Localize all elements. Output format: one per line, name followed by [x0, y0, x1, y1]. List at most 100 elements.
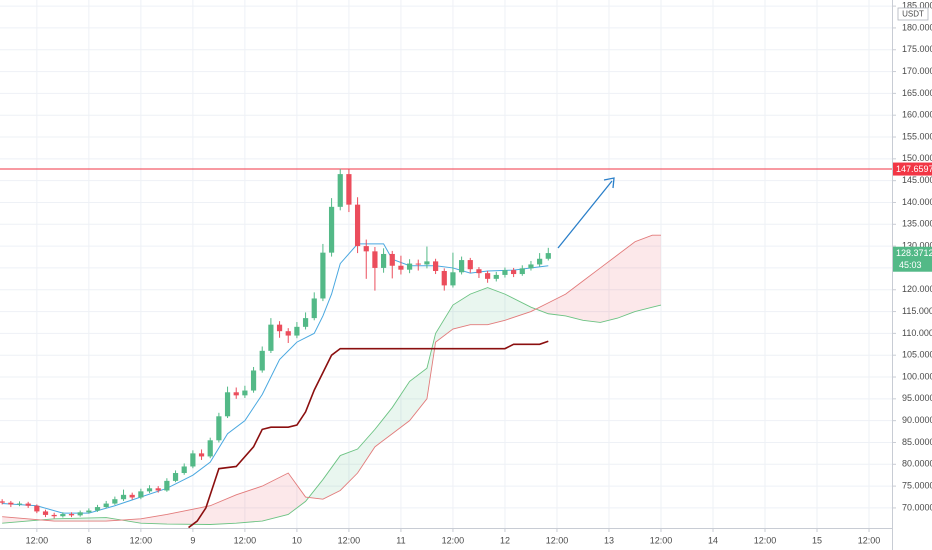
y-tick-label: 165.0000	[902, 88, 932, 98]
y-tick-label: 75.0000	[902, 480, 932, 490]
x-tick-label: 12	[500, 535, 510, 545]
span-a-line	[2, 287, 662, 525]
price-axis	[892, 0, 932, 550]
candle-body	[138, 491, 144, 498]
x-tick-label: 12:00	[234, 535, 257, 545]
candle-body	[311, 298, 317, 319]
cloud-fill	[210, 494, 237, 525]
y-tick-label: 120.0000	[902, 284, 932, 294]
x-tick-label: 12:00	[858, 535, 881, 545]
candle-body	[276, 324, 283, 332]
grid	[0, 0, 892, 528]
cloud-fill	[357, 429, 375, 474]
y-tick-label: 100.0000	[902, 371, 932, 381]
cloud-fill	[166, 505, 211, 525]
candle-body	[8, 502, 14, 505]
candle-body	[207, 440, 213, 457]
candle-body	[294, 326, 300, 336]
x-tick-label: 12:00	[546, 535, 569, 545]
cloud-fill	[600, 254, 618, 323]
candle-body	[60, 514, 66, 517]
candle-body	[424, 261, 430, 265]
candle-body	[302, 318, 309, 327]
y-tick-label: 95.0000	[902, 393, 932, 403]
candle-body	[0, 501, 5, 503]
y-tick-label: 110.0000	[902, 328, 932, 338]
candle-body	[372, 251, 378, 268]
resistance-label-box	[893, 162, 932, 176]
cloud-fill	[504, 294, 531, 321]
x-tick-label: 9	[190, 535, 195, 545]
candle-body	[51, 514, 57, 517]
cloud-fill	[54, 517, 107, 522]
candle-body	[94, 507, 101, 511]
cloud-fill	[435, 305, 453, 343]
candle-body	[519, 268, 525, 275]
candle-body	[354, 204, 361, 247]
x-tick-label: 12:00	[442, 535, 465, 545]
y-tick-label: 115.0000	[902, 306, 932, 316]
candle-body	[346, 174, 352, 205]
candle-body	[68, 514, 75, 516]
candle-body	[250, 370, 257, 391]
candles	[0, 168, 551, 519]
candle-body	[34, 505, 40, 512]
x-tick-label: 12:00	[130, 535, 153, 545]
resistance-label: 147.6597	[896, 164, 932, 174]
x-tick-label: 12:00	[338, 535, 361, 545]
cloud-fill	[322, 455, 341, 500]
candle-body	[459, 260, 465, 273]
currency-box	[897, 7, 929, 21]
candle-body	[415, 263, 421, 265]
arrow-head	[603, 177, 615, 189]
candle-body	[268, 324, 274, 351]
candle-body	[398, 265, 404, 270]
candle-body	[493, 274, 499, 279]
candle-body	[242, 390, 248, 396]
y-tick-label: 150.0000	[902, 153, 932, 163]
cloud-fill	[2, 516, 55, 524]
candle-body	[502, 270, 508, 275]
cloud-fill	[236, 486, 263, 524]
axes: 70.0000 75.0000 80.0000 85.0000 90.0000 95.00…	[26, 0, 932, 545]
cloud-fill	[140, 514, 167, 525]
candle-body	[216, 416, 222, 441]
candle-body	[380, 253, 387, 268]
candle-body	[86, 510, 92, 513]
cloud-fill	[409, 368, 427, 421]
candle-body	[285, 331, 291, 336]
x-tick-label: 8	[86, 535, 91, 545]
candle-body	[129, 494, 135, 498]
cloud-fill	[565, 281, 583, 321]
candle-body	[42, 511, 49, 515]
y-tick-label: 130.0000	[902, 240, 932, 250]
x-tick-label: 15	[812, 535, 822, 545]
candle-body	[337, 174, 343, 207]
cloud-fill	[530, 302, 549, 314]
candle-body	[363, 246, 369, 252]
candle-body	[528, 264, 534, 269]
candle-body	[450, 272, 456, 286]
y-tick-label: 155.0000	[902, 131, 932, 141]
y-tick-label: 140.0000	[902, 197, 932, 207]
candle-body	[112, 499, 118, 504]
x-tick-label: 10	[292, 535, 302, 545]
candle-body	[198, 453, 205, 457]
candle-body	[389, 253, 395, 266]
cloud-fill	[634, 235, 653, 312]
y-tick-label: 185.0000	[902, 0, 932, 10]
indicator-lines	[0, 168, 892, 529]
candle-body	[155, 488, 161, 491]
cloud-fill	[262, 473, 289, 522]
candle-body	[476, 269, 482, 274]
span-b-line	[2, 234, 661, 522]
indicator-line	[2, 243, 549, 514]
y-tick-label: 175.0000	[902, 44, 932, 54]
y-tick-label: 135.0000	[902, 219, 932, 229]
y-tick-label: 170.0000	[902, 66, 932, 76]
cloud-fill	[340, 449, 358, 491]
candle-body	[77, 512, 83, 516]
candle-body	[511, 270, 517, 275]
candle-body	[172, 473, 179, 481]
